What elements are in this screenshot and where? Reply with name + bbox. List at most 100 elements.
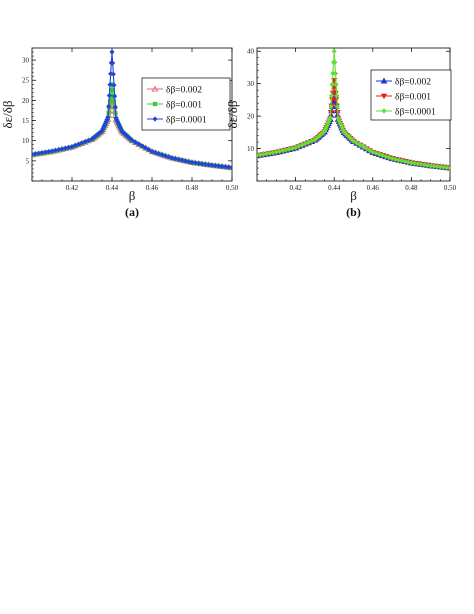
legend-marker: [381, 108, 387, 114]
data-point: [289, 145, 295, 151]
data-point: [111, 82, 117, 88]
data-point: [115, 119, 121, 126]
data-point: [46, 149, 52, 155]
legend-marker: [380, 77, 388, 84]
data-point: [113, 115, 119, 121]
data-point: [424, 162, 431, 168]
data-point: [222, 164, 228, 170]
data-point: [107, 82, 113, 88]
y-tick-label: 40: [247, 48, 255, 56]
data-point: [341, 129, 347, 135]
data-point: [370, 149, 376, 155]
data-point: [293, 144, 299, 151]
data-point: [286, 146, 292, 152]
legend-marker: [151, 85, 159, 92]
data-point: [136, 141, 142, 147]
y-tick-label: 15: [22, 117, 30, 125]
x-tick-label: 0.44: [106, 184, 119, 192]
data-point: [337, 120, 343, 126]
y-tick-label: 10: [247, 145, 255, 153]
data-point: [309, 138, 315, 144]
data-point: [107, 99, 113, 104]
data-point: [109, 49, 115, 55]
data-point: [32, 151, 38, 157]
data-point: [444, 165, 450, 171]
legend-label: δβ=0.001: [395, 93, 431, 103]
data-point: [110, 87, 115, 93]
data-point: [327, 115, 333, 121]
series-3: [32, 49, 232, 171]
data-point: [212, 163, 218, 169]
y-axis-label: δɛ/δβ: [225, 100, 240, 128]
data-point: [99, 128, 105, 134]
data-point: [129, 137, 135, 143]
data-point: [412, 160, 418, 166]
data-point: [331, 48, 337, 54]
legend-label: δβ=0.0001: [166, 116, 207, 126]
data-point: [118, 126, 124, 132]
data-point: [106, 103, 112, 110]
data-point: [94, 132, 100, 138]
y-axis-label: δɛ/δβ: [0, 100, 15, 128]
data-point: [216, 163, 222, 169]
data-point: [408, 160, 414, 166]
x-tick-label: 0.48: [405, 184, 418, 192]
data-point: [334, 93, 340, 99]
data-point: [206, 162, 212, 168]
data-point: [189, 159, 195, 166]
y-tick-label: 30: [247, 80, 255, 88]
data-point: [209, 162, 215, 168]
x-tick-label: 0.50: [226, 184, 239, 192]
data-point: [110, 60, 116, 66]
data-point: [264, 151, 270, 157]
data-point: [325, 119, 332, 125]
x-tick-label: 0.46: [146, 184, 159, 192]
data-point: [146, 147, 152, 153]
data-point: [112, 104, 118, 110]
data-point: [328, 104, 334, 110]
data-point: [389, 156, 395, 162]
data-point: [447, 165, 450, 171]
chart-panel-a: 0.42 0.44 0.46 0.48 0.5051015202530δβ=0.002δ…: [0, 47, 239, 219]
x-axis-label: β: [350, 188, 357, 203]
data-point: [267, 150, 273, 156]
data-point: [329, 92, 335, 99]
data-point: [89, 136, 95, 142]
legend-marker: [152, 116, 158, 122]
data-point: [434, 163, 440, 170]
legend-label: δβ=0.002: [166, 86, 202, 96]
data-point: [132, 139, 138, 145]
data-point: [357, 142, 363, 148]
data-point: [142, 145, 148, 151]
x-tick-label: 0.42: [289, 184, 302, 192]
y-tick-label: 30: [22, 57, 30, 65]
data-point: [440, 164, 447, 170]
series-3: [257, 48, 450, 171]
data-point: [42, 149, 48, 155]
data-point: [315, 134, 321, 140]
data-point: [36, 150, 42, 156]
y-tick-label: 10: [22, 137, 30, 145]
data-point: [226, 164, 232, 170]
legend-marker: [152, 101, 158, 107]
data-point: [105, 114, 111, 120]
data-point: [383, 153, 389, 160]
legend-label: δβ=0.001: [166, 101, 202, 111]
y-tick-label: 20: [247, 113, 255, 121]
data-point: [52, 147, 58, 154]
data-point: [332, 59, 338, 65]
chart-panel-b: 0.42 0.44 0.46 0.48 0.5010203040δβ=0.002δβ=0…: [225, 47, 457, 219]
y-tick-label: 20: [22, 97, 30, 105]
data-point: [229, 165, 232, 171]
data-point: [202, 161, 208, 167]
data-point: [112, 93, 118, 99]
data-point: [334, 104, 341, 110]
x-axis-label: β: [129, 188, 136, 203]
data-point: [313, 135, 320, 141]
data-point: [405, 159, 411, 165]
data-point: [111, 99, 117, 104]
data-point: [79, 140, 85, 146]
data-point: [199, 161, 205, 167]
data-point: [386, 154, 392, 161]
